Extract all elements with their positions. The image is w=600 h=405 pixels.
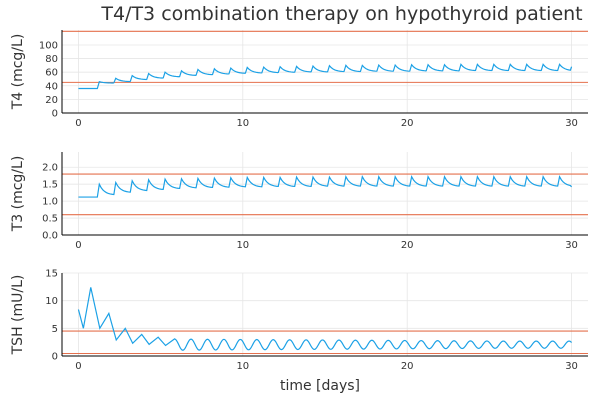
t4-y-tick-label: 100 bbox=[39, 40, 58, 51]
t3-y-tick-label: 2.0 bbox=[42, 163, 58, 174]
tsh-y-tick-label: 10 bbox=[45, 296, 58, 307]
t3-x-tick-label: 30 bbox=[565, 240, 578, 251]
t3-x-tick-label: 10 bbox=[236, 240, 249, 251]
t4-x-tick-label: 0 bbox=[75, 118, 81, 129]
t4-x-tick-label: 20 bbox=[401, 118, 414, 129]
t4-panel: 0 20 40 60 80 100 0 10 20 30 T4 (mcg/L) bbox=[10, 30, 588, 129]
t3-y-tick-label: 1.0 bbox=[42, 197, 58, 208]
t3-series-line bbox=[78, 175, 573, 198]
t3-x-tick-label: 20 bbox=[401, 240, 414, 251]
tsh-panel: 0 5 10 15 0 10 20 30 TSH (mU/L) bbox=[10, 269, 588, 372]
t3-x-tick-label: 0 bbox=[75, 240, 81, 251]
t4-y-tick-label: 60 bbox=[45, 68, 58, 79]
tsh-x-tick-label: 10 bbox=[236, 361, 249, 372]
tsh-x-tick-label: 20 bbox=[401, 361, 414, 372]
t3-y-tick-label: 0.5 bbox=[42, 214, 58, 225]
t4-y-tick-label: 40 bbox=[45, 81, 58, 92]
t4-series-line bbox=[78, 63, 573, 90]
t4-y-axis-label: T4 (mcg/L) bbox=[10, 34, 26, 111]
t4-y-tick-label: 80 bbox=[45, 54, 58, 65]
t4-x-tick-label: 30 bbox=[565, 118, 578, 129]
tsh-y-tick-label: 0 bbox=[52, 352, 58, 363]
t3-y-tick-label: 0.0 bbox=[42, 231, 58, 242]
x-axis-label: time [days] bbox=[280, 378, 360, 394]
t3-y-axis-label: T3 (mcg/L) bbox=[10, 156, 26, 233]
chart-title: T4/T3 combination therapy on hypothyroid… bbox=[100, 3, 582, 25]
tsh-x-tick-label: 0 bbox=[75, 361, 81, 372]
t3-panel: 0.0 0.5 1.0 1.5 2.0 0 10 20 30 T3 (mcg/L) bbox=[10, 152, 588, 251]
t3-y-tick-label: 1.5 bbox=[42, 180, 58, 191]
tsh-series-line bbox=[77, 287, 572, 351]
tsh-y-tick-label: 5 bbox=[52, 324, 58, 335]
tsh-x-tick-label: 30 bbox=[565, 361, 578, 372]
tsh-y-axis-label: TSH (mU/L) bbox=[10, 275, 26, 356]
t4-x-tick-label: 10 bbox=[236, 118, 249, 129]
t4-y-tick-label: 20 bbox=[45, 95, 58, 106]
tsh-y-tick-label: 15 bbox=[45, 269, 58, 280]
t4-y-tick-label: 0 bbox=[52, 109, 58, 120]
